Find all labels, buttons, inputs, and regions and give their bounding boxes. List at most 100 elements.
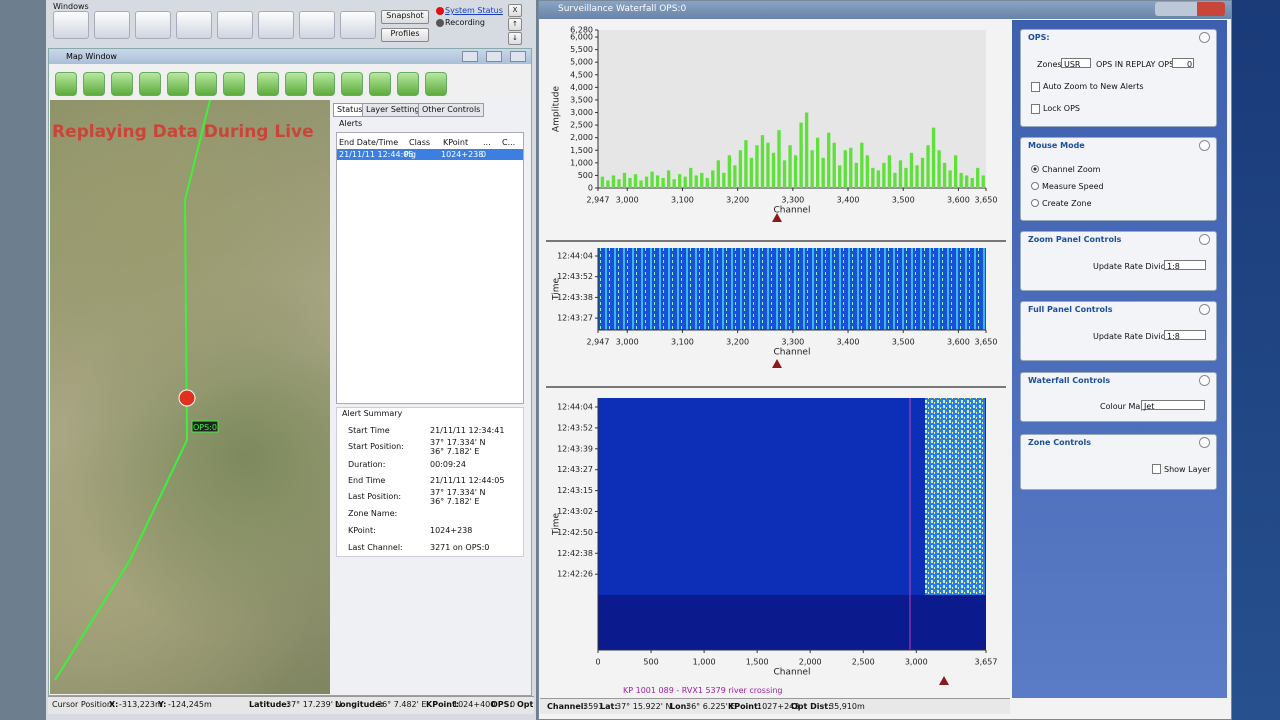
y-tick-label: 12:43:02 [557, 507, 593, 516]
zones-value[interactable]: USR [1064, 60, 1081, 69]
bar [838, 165, 842, 188]
status-label: X: [109, 700, 119, 709]
radio[interactable] [1031, 182, 1039, 190]
rate-select[interactable] [1164, 330, 1206, 340]
map-tool[interactable] [425, 72, 447, 96]
small-button[interactable]: X [508, 4, 522, 17]
map-tool[interactable] [83, 72, 105, 96]
toolbar-icon[interactable] [135, 11, 171, 39]
table-cell[interactable]: 0 [481, 150, 487, 159]
table-cell[interactable]: 1024+238 [441, 150, 484, 159]
toolbar-icon[interactable] [53, 11, 89, 39]
map-tool[interactable] [341, 72, 363, 96]
lock-label[interactable]: Lock OPS [1043, 104, 1080, 113]
y-tick-label: 12:44:04 [557, 403, 593, 412]
map-tool[interactable] [139, 72, 161, 96]
map-tool[interactable] [111, 72, 133, 96]
map-tool[interactable] [195, 72, 217, 96]
radio[interactable] [1031, 199, 1039, 207]
snapshot-button[interactable]: Snapshot [381, 10, 429, 24]
map-tool[interactable] [369, 72, 391, 96]
map-tool[interactable] [167, 72, 189, 96]
rate-value[interactable]: 1:8 [1167, 332, 1180, 341]
colour-map-value[interactable]: Jet [1144, 402, 1155, 411]
collapse-button[interactable] [1199, 437, 1210, 448]
status-label: Opt [517, 700, 534, 709]
bar [860, 142, 864, 188]
table-cell[interactable]: Pig [404, 150, 416, 159]
collapse-button[interactable] [1199, 234, 1210, 245]
checkbox[interactable] [1152, 464, 1161, 474]
rate-select[interactable] [1164, 260, 1206, 270]
y-tick-label: 6,000 [570, 33, 593, 42]
x-tick-label: 3,600 [947, 196, 970, 205]
replay-value[interactable]: 0 [1187, 60, 1193, 69]
x-tick-label: 3,657 [975, 658, 998, 667]
map-tool[interactable] [55, 72, 77, 96]
status-label: Lat: [600, 702, 618, 711]
tab[interactable]: Layer Settings [362, 103, 428, 117]
collapse-button[interactable] [1199, 375, 1210, 386]
profiles-button[interactable]: Profiles [381, 28, 429, 42]
bar [970, 177, 974, 188]
alert-target[interactable] [178, 389, 196, 407]
bar [931, 127, 936, 188]
map-tool[interactable] [223, 72, 245, 96]
y-tick-label: 6,280 [570, 26, 593, 35]
small-button[interactable]: ↓ [508, 32, 522, 45]
show-layer-label[interactable]: Show Layer [1164, 465, 1211, 474]
radio[interactable] [1031, 165, 1039, 173]
mode-option[interactable]: Create Zone [1042, 199, 1092, 208]
system-status-link[interactable]: System Status [445, 6, 503, 15]
x-tick-label: 1,000 [693, 658, 716, 667]
y-tick-label: 12:43:39 [557, 444, 593, 453]
checkbox[interactable] [1031, 104, 1040, 114]
divider[interactable] [546, 240, 1006, 242]
collapse-button[interactable] [1199, 140, 1210, 151]
map-tool[interactable] [285, 72, 307, 96]
table-header: C... [502, 138, 516, 147]
tab[interactable]: Other Controls [418, 103, 485, 117]
toolbar-icon[interactable] [217, 11, 253, 39]
summary-value: 00:09:24 [430, 460, 466, 469]
selected-row[interactable] [337, 149, 523, 160]
toolbar-icon[interactable] [299, 11, 335, 39]
auto-zoom-label[interactable]: Auto Zoom to New Alerts [1043, 82, 1144, 91]
bar [705, 177, 709, 188]
map-tool[interactable] [257, 72, 279, 96]
collapse-button[interactable] [1199, 304, 1210, 315]
recording-light [436, 19, 444, 27]
colour-map-select[interactable] [1141, 400, 1205, 410]
toolbar-icon[interactable] [340, 11, 376, 39]
window-button[interactable] [510, 51, 526, 62]
y-tick-label: 12:44:04 [557, 252, 593, 261]
small-button[interactable]: ↑ [508, 18, 522, 31]
map-tool[interactable] [313, 72, 335, 96]
toolbar-icon[interactable] [258, 11, 294, 39]
y-tick-label: 12:43:27 [557, 465, 593, 474]
status-value: -124,245m [168, 700, 212, 709]
toolbar-icon[interactable] [94, 11, 130, 39]
divider[interactable] [546, 386, 1006, 388]
rate-value[interactable]: 1:8 [1167, 262, 1180, 271]
bar [832, 142, 836, 188]
summary-value: 36° 7.182' E [430, 497, 480, 506]
mode-option[interactable]: Measure Speed [1042, 182, 1104, 191]
checkbox[interactable] [1031, 82, 1040, 92]
toolbar-icon[interactable] [176, 11, 212, 39]
mode-option[interactable]: Channel Zoom [1042, 165, 1101, 174]
status-value: 36° 6.225' E [686, 702, 736, 711]
y-tick-label: 12:43:38 [557, 293, 593, 302]
window-controls[interactable] [1155, 2, 1225, 16]
x-tick-label: 3,100 [671, 338, 694, 347]
collapse-button[interactable] [1199, 32, 1210, 43]
ops-spinner[interactable] [1172, 58, 1194, 68]
zones-select[interactable] [1061, 58, 1091, 68]
window-button[interactable] [462, 51, 478, 62]
summary-title: Alert Summary [342, 409, 403, 418]
bar [744, 140, 748, 188]
window-button[interactable] [486, 51, 502, 62]
map-tool[interactable] [397, 72, 419, 96]
table-cell[interactable]: 21/11/11 12:44:05 [339, 150, 414, 159]
x-tick-label: 2,000 [799, 658, 822, 667]
